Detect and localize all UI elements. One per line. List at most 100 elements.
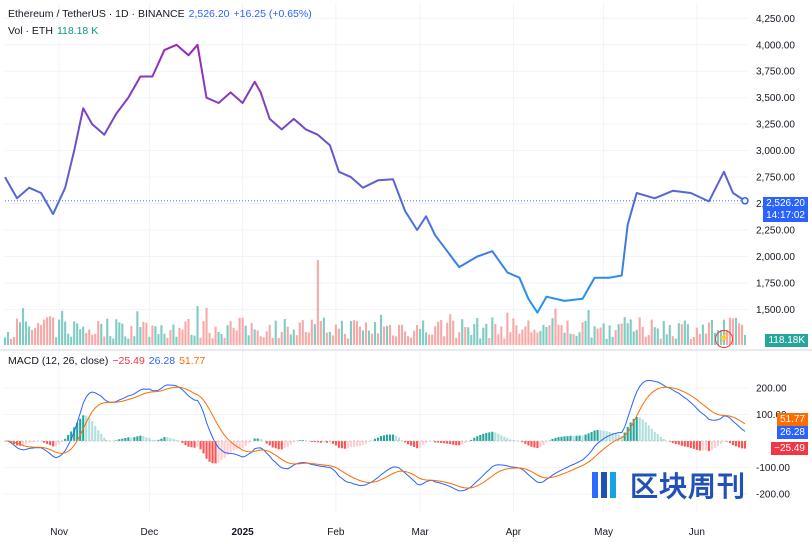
- volume-bar: [49, 316, 52, 345]
- volume-bar: [136, 311, 139, 345]
- volume-tag: 118.18K: [765, 334, 808, 347]
- volume-bar: [325, 332, 328, 345]
- volume-bar: [659, 338, 662, 345]
- volume-bar: [545, 327, 548, 345]
- macd-histogram-bar: [701, 441, 704, 451]
- macd-histogram-bar: [394, 435, 398, 441]
- volume-bar: [97, 320, 100, 345]
- axes: 4,250.00 4,000.00 3,750.00 3,500.00 3,250.00…: [0, 14, 812, 538]
- volume-bar: [103, 336, 106, 345]
- volume-bar: [217, 331, 220, 345]
- volume-bar: [235, 330, 238, 345]
- macd-histogram-bar: [398, 437, 401, 441]
- volume-bar: [437, 321, 440, 345]
- macd-histogram-bar: [689, 441, 692, 449]
- volume-bar: [346, 338, 349, 345]
- macd-histogram-bar: [515, 440, 518, 441]
- price-line: [4, 43, 749, 314]
- volume-bar: [398, 325, 401, 345]
- macd-histogram-bar: [449, 441, 452, 445]
- macd-histogram-bar: [527, 441, 530, 446]
- volume-bar: [253, 329, 256, 345]
- volume-bar: [6, 332, 10, 345]
- macd-histogram-bar: [437, 441, 440, 443]
- macd-histogram-bar: [503, 436, 506, 441]
- volume-bar: [569, 333, 572, 345]
- volume-bar: [584, 320, 587, 345]
- volume-bar: [743, 334, 747, 345]
- volume-bar: [292, 329, 295, 345]
- volume-bar: [683, 320, 686, 345]
- macd-histogram-bar: [172, 438, 175, 441]
- macd-histogram-bar: [530, 441, 533, 447]
- macd-histogram-bar: [211, 441, 214, 464]
- macd-histogram-bar: [656, 434, 659, 441]
- volume-bar: [142, 321, 145, 345]
- macd-histogram-bar: [404, 441, 407, 443]
- macd-histogram-bar: [55, 441, 58, 447]
- price-tick-label: 4,250.00: [756, 14, 795, 25]
- macd-histogram-bar: [205, 441, 208, 459]
- macd-histogram-bar: [154, 440, 157, 441]
- macd-histogram-bar: [650, 428, 653, 441]
- macd-histogram-bar: [737, 441, 741, 448]
- macd-histogram-bar: [614, 433, 617, 441]
- volume-bar: [358, 326, 362, 345]
- macd-histogram-bar: [590, 432, 593, 441]
- macd-histogram-bar: [115, 440, 118, 441]
- lightning-icon[interactable]: ⚡: [715, 330, 733, 348]
- volume-bar: [289, 334, 292, 345]
- macd-histogram-bar: [319, 441, 322, 443]
- macd-histogram-bar: [599, 430, 602, 441]
- volume-bar: [434, 326, 437, 345]
- volume-bar: [470, 334, 473, 345]
- macd-histogram-bar: [94, 425, 97, 441]
- volume-bar: [452, 320, 455, 345]
- volume-bar: [614, 330, 617, 345]
- volume-bar: [707, 322, 710, 345]
- macd-histogram-bar: [142, 436, 145, 441]
- macd-histogram-bar: [569, 435, 572, 441]
- volume-bar: [578, 332, 581, 345]
- volume-bar: [232, 327, 235, 345]
- macd-histogram-bar: [674, 441, 677, 445]
- macd-histogram-bar: [635, 417, 638, 441]
- macd-histogram-bar: [73, 427, 76, 441]
- macd-histogram-bar: [662, 439, 665, 441]
- macd-histogram-bar: [64, 438, 67, 441]
- price-tick-label: 2,750.00: [756, 173, 795, 184]
- macd-histogram-bar: [602, 430, 605, 441]
- macd-histogram-bar: [196, 441, 199, 447]
- macd-histogram-bar: [118, 439, 121, 441]
- macd-histogram-bar: [256, 438, 259, 441]
- volume-bar: [431, 334, 434, 345]
- volume-bar: [557, 324, 560, 345]
- volume-bar: [58, 319, 61, 345]
- macd-histogram-bar: [425, 441, 428, 443]
- volume-bar: [376, 333, 380, 345]
- volume-bar: [46, 317, 49, 345]
- grid-lines: [5, 3, 748, 512]
- volume-bar: [94, 333, 97, 345]
- volume-bar: [31, 330, 34, 345]
- macd-histogram-bar: [184, 441, 187, 446]
- volume-bar: [551, 318, 554, 345]
- macd-histogram-bar: [46, 441, 49, 444]
- macd-histogram-bar: [79, 418, 82, 441]
- macd-histogram-bar: [328, 441, 331, 443]
- volume-bar: [686, 324, 689, 345]
- macd-histogram-bar: [677, 441, 680, 445]
- macd-histogram-bar: [485, 432, 488, 441]
- volume-bar: [656, 328, 659, 345]
- volume-bar: [488, 337, 491, 345]
- macd-histogram-bar: [506, 438, 509, 441]
- macd-histogram-bar: [623, 432, 626, 441]
- volume-bar: [79, 329, 82, 345]
- macd-tick-label: 100.00: [756, 410, 787, 421]
- macd-histogram-bar: [331, 441, 334, 444]
- macd-histogram-bar: [644, 422, 647, 441]
- volume-bar: [322, 317, 325, 345]
- volume-bar: [737, 323, 741, 345]
- volume-bar: [704, 333, 707, 345]
